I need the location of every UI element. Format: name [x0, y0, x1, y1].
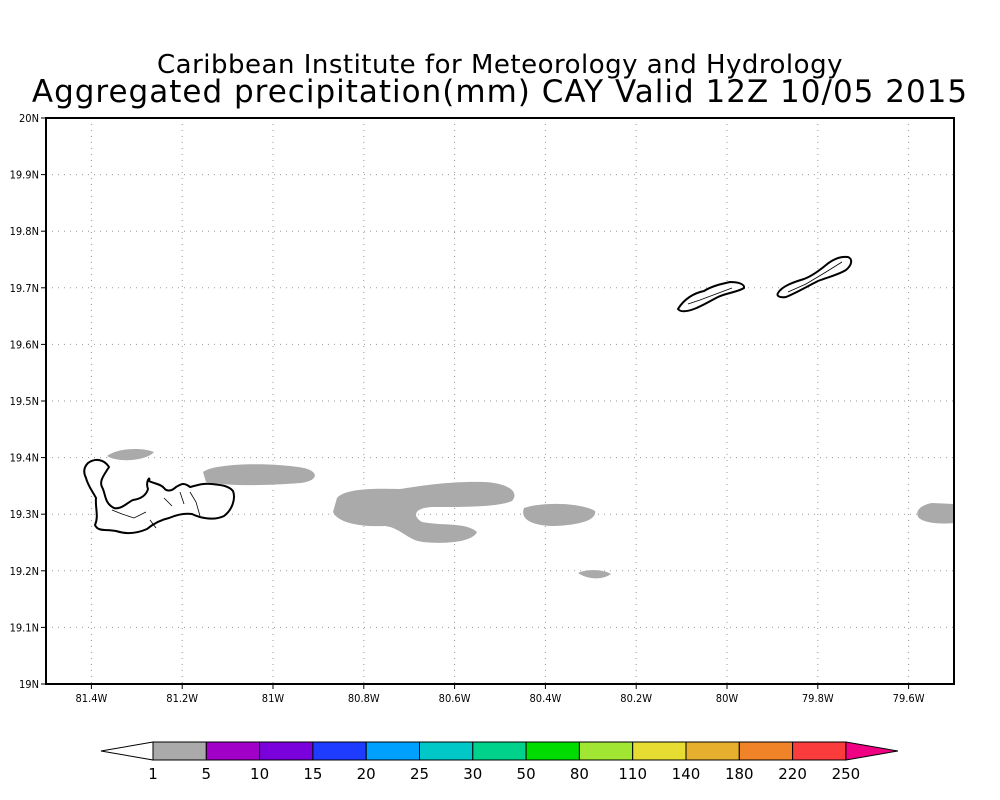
grid-lines [46, 118, 954, 684]
y-tick-label: 19.2N [10, 565, 39, 578]
x-tick-label: 80.6W [439, 692, 471, 705]
precip-area [107, 448, 154, 461]
x-tick-label: 80.2W [620, 692, 652, 705]
colorbar-box [472, 741, 527, 761]
precip-area [203, 464, 315, 486]
x-tick-label: 80.4W [529, 692, 561, 705]
precip-area [523, 503, 596, 526]
colorbar-box [365, 741, 421, 761]
colorbar-label: 1 [148, 765, 158, 783]
colorbar-label: 180 [725, 765, 754, 783]
y-tick-label: 19.3N [10, 508, 39, 521]
x-tick-label: 79.8W [802, 692, 834, 705]
colorbar: 1 5 10 15 20 25 30 50 80 110 140 180 220 250 [100, 741, 898, 783]
x-tick-label: 79.6W [893, 692, 925, 705]
colorbar-label: 30 [463, 765, 482, 783]
precip-area [578, 570, 611, 579]
colorbar-box [685, 741, 740, 761]
y-axis-ticks: 19N 19.1N 19.2N 19.3N 19.4N 19.5N 19.6N 19.7N 19… [10, 112, 46, 691]
colorbar-box [792, 741, 847, 761]
colorbar-over-triangle [845, 741, 898, 761]
colorbar-under-triangle [100, 741, 154, 761]
x-tick-label: 81.4W [75, 692, 107, 705]
colorbar-box [578, 741, 634, 761]
colorbar-label: 250 [832, 765, 861, 783]
colorbar-label: 15 [303, 765, 322, 783]
precip-area [917, 503, 954, 524]
island-cayman-brac [776, 255, 853, 299]
y-tick-label: 19.4N [10, 452, 39, 465]
colorbar-box [205, 741, 261, 761]
title-line-2: Aggregated precipitation(mm) CAY Valid 1… [31, 74, 969, 110]
x-tick-label: 81.2W [166, 692, 198, 705]
y-tick-label: 19N [19, 678, 39, 691]
x-axis-ticks: 81.4W 81.2W 81W 80.8W 80.6W 80.4W 80.2W 80W 79.8… [75, 684, 925, 705]
colorbar-label: 140 [672, 765, 701, 783]
colorbar-label: 10 [250, 765, 269, 783]
precip-area [333, 481, 515, 543]
colorbar-box [632, 741, 687, 761]
x-tick-label: 81W [262, 692, 285, 705]
y-tick-label: 19.9N [10, 169, 39, 182]
colorbar-label: 220 [778, 765, 807, 783]
y-tick-label: 19.5N [10, 395, 39, 408]
colorbar-label: 5 [202, 765, 212, 783]
colorbar-box [312, 741, 367, 761]
colorbar-label: 25 [410, 765, 429, 783]
colorbar-label: 50 [517, 765, 536, 783]
island-grand-cayman [83, 458, 235, 535]
y-tick-label: 19.1N [10, 621, 39, 634]
colorbar-label: 80 [570, 765, 589, 783]
y-tick-label: 19.7N [10, 282, 39, 295]
colorbar-box [152, 741, 207, 761]
y-tick-label: 20N [19, 112, 39, 125]
colorbar-box [259, 741, 314, 761]
colorbar-box [419, 741, 474, 761]
colorbar-box [738, 741, 794, 761]
y-tick-label: 19.6N [10, 338, 39, 351]
colorbar-label: 20 [357, 765, 376, 783]
island-little-cayman [676, 280, 746, 313]
title-line-1: Caribbean Institute for Meteorology and … [157, 50, 843, 80]
colorbar-box [525, 741, 580, 761]
x-tick-label: 80W [716, 692, 739, 705]
colorbar-label: 110 [618, 765, 647, 783]
y-tick-label: 19.8N [10, 225, 39, 238]
x-tick-label: 80.8W [348, 692, 380, 705]
precipitation-areas [107, 448, 954, 579]
